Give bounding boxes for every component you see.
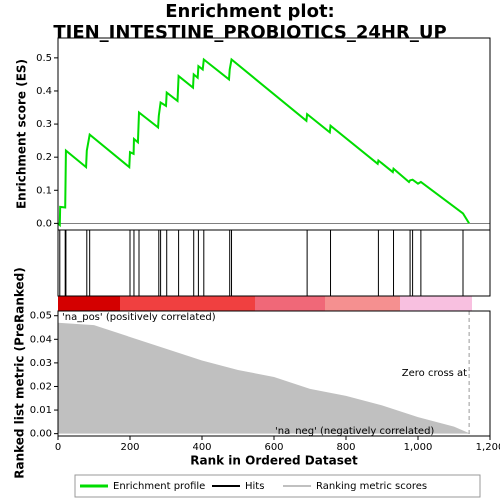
annotation: 'na_neg' (negatively correlated)	[275, 426, 434, 437]
y-tick-label: 0.04	[30, 334, 52, 345]
x-tick-label: 200	[120, 442, 139, 453]
y-tick-label: 0.5	[36, 53, 52, 64]
legend-box	[74, 474, 481, 498]
enrichment-line	[57, 57, 470, 228]
y-tick-label: 0.01	[30, 405, 52, 416]
y-tick-label: 0.05	[30, 311, 52, 322]
color-bar-segment	[58, 296, 120, 311]
x-tick-label: 1,200	[476, 442, 500, 453]
annotation: 'na_pos' (positively correlated)	[62, 312, 216, 323]
x-tick-label: 0	[55, 442, 61, 453]
x-tick-label: 1,000	[404, 442, 433, 453]
color-bar-segment	[120, 296, 255, 311]
color-bar	[58, 296, 472, 311]
y-tick-label: 0.1	[36, 185, 52, 196]
y-tick-label: 0.02	[30, 381, 52, 392]
legend-label: Enrichment profile	[113, 481, 205, 492]
legend-label: Hits	[245, 481, 264, 492]
annotation: Zero cross at	[402, 368, 467, 379]
y-tick-label: 0.3	[36, 119, 52, 130]
y-tick-label: 0.0	[36, 218, 52, 229]
x-tick-label: 600	[264, 442, 283, 453]
metric-area	[58, 322, 471, 434]
y-tick-label: 0.03	[30, 358, 52, 369]
color-bar-segment	[325, 296, 400, 311]
y-tick-label: 0.00	[30, 429, 52, 440]
x-tick-label: 400	[192, 442, 211, 453]
legend-label: Ranking metric scores	[316, 481, 427, 492]
panel-frame	[57, 229, 491, 297]
y-tick-label: 0.2	[36, 152, 52, 163]
y-tick-label: 0.4	[36, 86, 52, 97]
y-axis-label: Enrichment score (ES)	[15, 59, 29, 209]
x-axis-label: Rank in Ordered Dataset	[190, 454, 358, 468]
x-tick-label: 800	[336, 442, 355, 453]
color-bar-segment	[400, 296, 472, 311]
y-axis-label: Ranked list metric (PreRanked)	[13, 267, 27, 479]
color-bar-segment	[255, 296, 325, 311]
chart-title: Enrichment plot: TIEN_INTESTINE_PROBIOTI…	[53, 1, 447, 43]
panel-frame	[57, 310, 491, 437]
